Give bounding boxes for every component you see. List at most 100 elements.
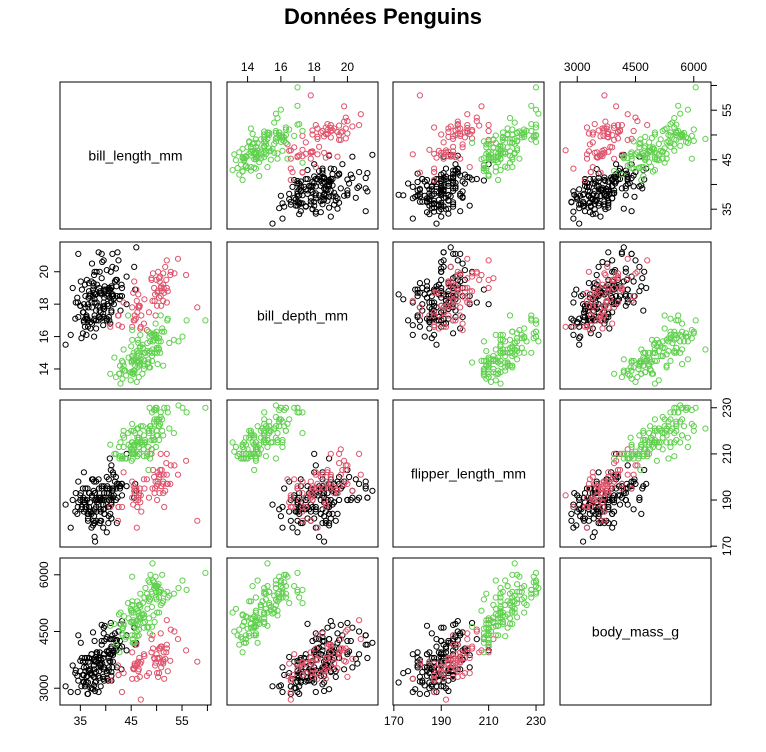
data-point	[570, 501, 577, 508]
data-point	[291, 132, 298, 139]
data-point	[344, 619, 351, 627]
data-point	[229, 439, 236, 446]
data-point	[461, 267, 468, 274]
data-point	[309, 637, 316, 645]
chart-title: Données Penguins	[283, 4, 483, 29]
data-point	[450, 673, 457, 681]
data-point	[337, 185, 344, 192]
data-point	[157, 293, 164, 300]
data-point	[108, 515, 115, 522]
data-point	[82, 503, 89, 511]
data-point	[628, 375, 635, 382]
data-point	[593, 302, 600, 309]
data-point	[684, 106, 692, 113]
data-point	[562, 147, 569, 154]
data-point	[88, 685, 96, 692]
data-point	[421, 682, 428, 689]
data-point	[461, 284, 468, 292]
data-point	[457, 289, 464, 296]
data-point	[110, 647, 117, 654]
data-point	[146, 404, 153, 411]
data-point	[286, 660, 293, 667]
data-point	[327, 124, 334, 132]
tick-label: 16	[37, 330, 51, 344]
data-point	[302, 175, 309, 183]
data-point	[577, 513, 584, 520]
data-point	[585, 485, 593, 492]
data-point	[400, 296, 407, 303]
data-point	[129, 675, 136, 682]
data-point	[576, 220, 583, 227]
data-point	[312, 175, 319, 183]
data-point	[279, 443, 286, 451]
data-point	[636, 494, 643, 501]
data-point	[504, 359, 511, 366]
data-point	[144, 605, 151, 612]
data-point	[580, 517, 588, 524]
data-point	[509, 620, 516, 628]
data-point	[612, 180, 619, 187]
data-point	[452, 127, 459, 134]
data-point	[464, 636, 471, 643]
data-point	[431, 124, 438, 131]
data-point	[419, 175, 426, 183]
data-point	[129, 304, 136, 311]
data-point	[597, 213, 604, 220]
data-point	[646, 439, 653, 446]
data-point	[574, 320, 581, 327]
data-point	[440, 675, 447, 682]
data-point	[587, 202, 594, 209]
data-point	[611, 450, 618, 457]
data-point	[661, 126, 668, 133]
data-point	[106, 496, 113, 504]
data-point	[646, 349, 653, 356]
data-point	[107, 370, 114, 377]
data-point	[91, 496, 98, 504]
data-point	[667, 443, 674, 451]
data-point	[597, 133, 604, 140]
data-point	[635, 455, 642, 462]
data-point	[167, 268, 174, 275]
data-point	[161, 404, 168, 411]
data-point	[299, 600, 306, 607]
data-point	[506, 590, 514, 597]
data-point	[583, 155, 591, 162]
data-point	[603, 192, 610, 199]
data-point	[120, 427, 127, 434]
data-point	[637, 359, 644, 366]
data-point	[93, 678, 100, 685]
data-point	[344, 637, 351, 645]
data-point	[369, 487, 376, 494]
data-point	[110, 636, 117, 643]
data-point	[438, 177, 445, 185]
data-point	[100, 322, 107, 329]
data-point	[319, 647, 326, 654]
data-point	[659, 149, 666, 156]
data-point	[118, 281, 125, 288]
data-point	[246, 633, 253, 640]
data-point	[138, 312, 145, 319]
data-point	[297, 178, 304, 185]
data-point	[624, 111, 631, 118]
data-point	[609, 510, 616, 518]
data-point	[409, 297, 416, 304]
data-point	[504, 349, 511, 356]
data-point	[296, 496, 303, 504]
data-point	[282, 571, 289, 578]
data-point	[291, 194, 298, 201]
data-point	[231, 151, 238, 158]
data-point	[312, 688, 319, 696]
data-point	[299, 146, 306, 153]
data-point	[115, 628, 122, 635]
data-point	[655, 425, 662, 432]
data-point	[246, 150, 253, 157]
data-point	[344, 480, 351, 487]
data-point	[321, 149, 328, 156]
data-point	[431, 671, 438, 679]
data-point	[667, 331, 674, 338]
data-point	[653, 357, 661, 364]
data-point	[115, 671, 122, 679]
data-point	[632, 114, 639, 121]
panel-frame	[226, 557, 379, 706]
data-point	[261, 588, 268, 595]
